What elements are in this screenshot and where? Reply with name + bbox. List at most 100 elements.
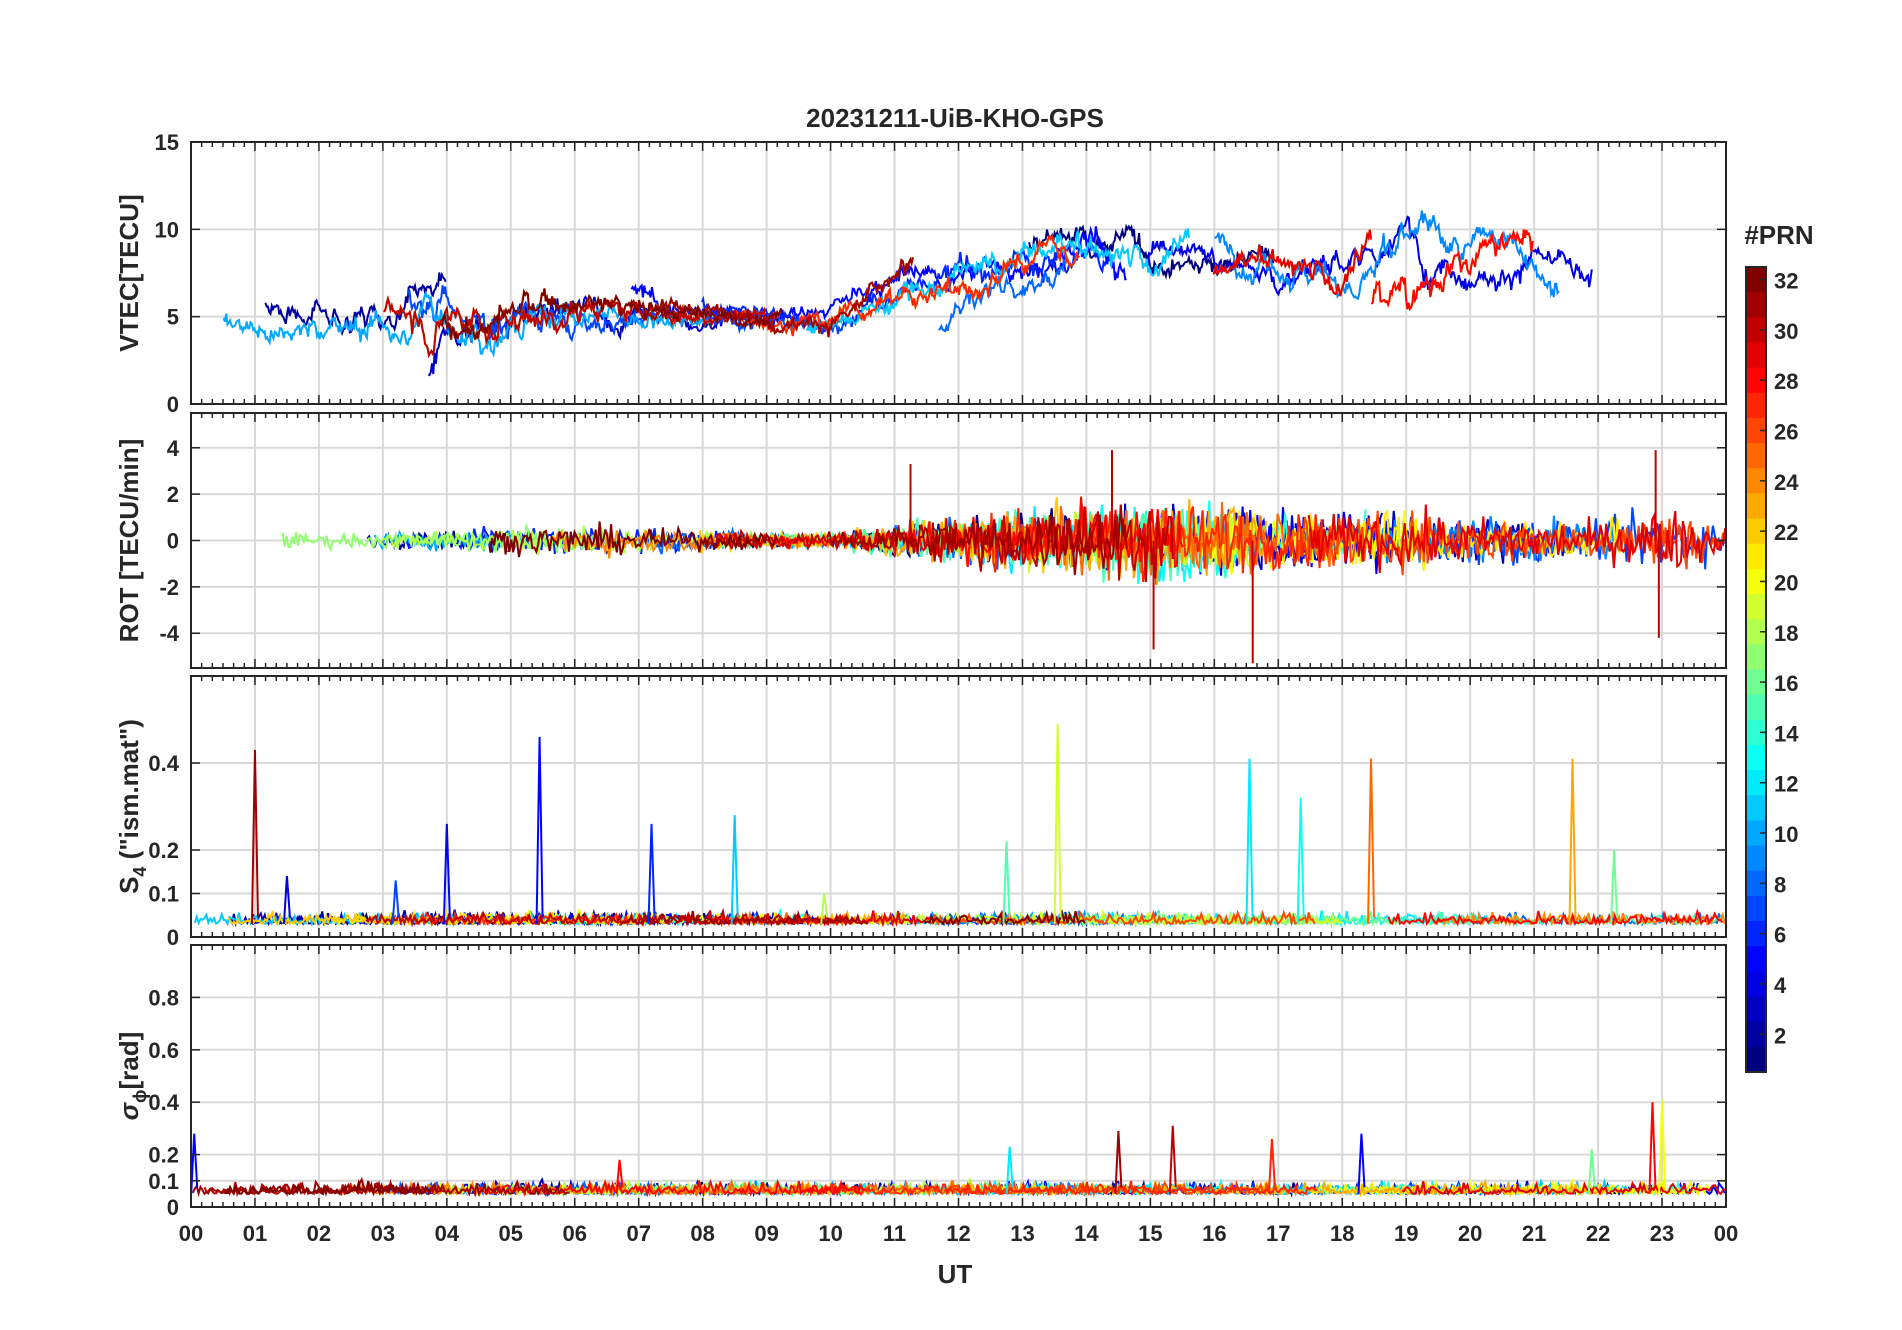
spike (250, 749, 259, 924)
x-tick-labels: 00 01 02 03 04 05 06 07 08 09 10 11 12 13 14 15 16 17 18 19… (179, 1221, 1738, 1246)
spike (1296, 797, 1305, 924)
colorbar-segment (1746, 744, 1766, 771)
spike (1002, 841, 1011, 924)
spike (1267, 1138, 1276, 1194)
spike (615, 1159, 624, 1194)
y-tick-label: -4 (159, 621, 179, 646)
series-prn-31 (623, 910, 868, 926)
x-tick-label: 19 (1394, 1221, 1418, 1246)
vtec-series-prn-29 (1212, 229, 1373, 297)
chart-title: 20231211-UiB-KHO-GPS (806, 103, 1104, 133)
colorbar-tick-label: 8 (1774, 872, 1786, 897)
y-tick-label: 0.6 (148, 1038, 179, 1063)
y-tick-label: -2 (159, 575, 179, 600)
series-group (191, 1099, 1726, 1198)
spike (1610, 849, 1619, 924)
spike (1648, 1102, 1657, 1194)
colorbar-tick-label: 32 (1774, 269, 1798, 294)
colorbar-tick-label: 18 (1774, 621, 1798, 646)
rot-series-prn-31 (826, 504, 1128, 576)
colorbar-segment (1746, 543, 1766, 570)
vtec-series-prn-11 (805, 228, 1191, 334)
x-tick-label: 23 (1650, 1221, 1674, 1246)
colorbar-segment (1746, 644, 1766, 670)
spike (730, 815, 739, 924)
vtec-series-prn-1 (1028, 223, 1275, 280)
panel-4: 00.10.2 0.4 0.6 0.8 σϕ[rad] (114, 944, 1727, 1220)
colorbar-tick-label: 16 (1774, 671, 1798, 696)
spike (282, 876, 291, 925)
series-prn-26 (927, 909, 1316, 927)
x-tick-label: 08 (690, 1221, 714, 1246)
colorbar-tick-label: 30 (1774, 319, 1798, 344)
y-axis-label: VTEC[TECU] (114, 194, 144, 351)
spike (1658, 1099, 1667, 1194)
colorbar-segment (1746, 342, 1766, 369)
colorbar-segment (1746, 921, 1766, 947)
x-tick-label: 11 (883, 1221, 906, 1246)
y-tick-label: 2 (167, 482, 179, 507)
series-prn-27 (413, 910, 652, 928)
x-tick-label: 00 (179, 1221, 203, 1246)
colorbar-segment (1746, 619, 1766, 645)
spike (1114, 1130, 1123, 1194)
x-tick-label: 18 (1330, 1221, 1354, 1246)
rot-series-prn-32 (489, 521, 778, 558)
spike (1053, 723, 1062, 924)
colorbar-tick-label: 24 (1774, 470, 1799, 495)
colorbar-segment (1746, 317, 1766, 343)
x-tick-label: 02 (307, 1221, 331, 1246)
spike (1357, 1133, 1366, 1194)
y-tick-label: 0.4 (148, 751, 179, 776)
y-tick-label: 0 (167, 529, 179, 554)
colorbar-tick-label: 12 (1774, 772, 1798, 797)
x-tick-label: 13 (1010, 1221, 1034, 1246)
x-tick-label: 12 (946, 1221, 970, 1246)
x-tick-label: 10 (818, 1221, 842, 1246)
panel-2: -4 -2 0 2 4 ROT [TECU/min] (114, 412, 1727, 669)
x-tick-label: 03 (371, 1221, 395, 1246)
y-axis-label: ROT [TECU/min] (114, 439, 144, 643)
vtec-series-prn-9 (1214, 210, 1560, 301)
y-axis-label: σϕ[rad] (114, 1032, 150, 1121)
y-tick-label: 0.4 (148, 1090, 179, 1115)
colorbar-segment (1746, 367, 1766, 394)
colorbar-segment (1746, 870, 1766, 897)
colorbar-segment (1746, 1021, 1766, 1048)
y-tick-label: 0.2 (148, 1143, 179, 1168)
x-tick-label: 01 (243, 1221, 267, 1246)
colorbar-segment (1746, 468, 1766, 494)
spike (1568, 758, 1577, 924)
spike (1168, 1125, 1177, 1194)
series-prn-28 (1387, 908, 1724, 927)
vtec-series-prn-32 (440, 288, 783, 340)
colorbar-tick-label: 2 (1774, 1023, 1786, 1048)
series-prn-27 (806, 1179, 1318, 1197)
x-tick-label: 09 (754, 1221, 778, 1246)
colorbar-tick-label: 20 (1774, 570, 1798, 595)
colorbar-segment (1746, 770, 1766, 796)
colorbar-segment (1746, 267, 1766, 293)
colorbar-segment (1746, 946, 1766, 972)
y-tick-label: 0.8 (148, 985, 179, 1010)
x-tick-label: 14 (1074, 1221, 1099, 1246)
series-group (281, 450, 1726, 664)
colorbar-frame (1745, 266, 1767, 1073)
colorbar-tick-label: 10 (1774, 822, 1798, 847)
series-prn-32 (223, 1178, 433, 1197)
colorbar-segment (1746, 694, 1766, 721)
vtec-series-prn-30 (383, 295, 776, 359)
colorbar-segment (1746, 1046, 1766, 1073)
vtec-series-prn-8 (938, 256, 1070, 333)
spike (1005, 1146, 1014, 1194)
colorbar-segment (1746, 996, 1766, 1023)
spike (442, 823, 451, 924)
colorbar-tick-label: 26 (1774, 420, 1798, 445)
series-prn-30 (365, 907, 849, 928)
x-tick-label: 05 (499, 1221, 523, 1246)
colorbar-tick-label: 14 (1774, 721, 1799, 746)
spike (1367, 758, 1376, 924)
x-tick-label: 20 (1458, 1221, 1482, 1246)
